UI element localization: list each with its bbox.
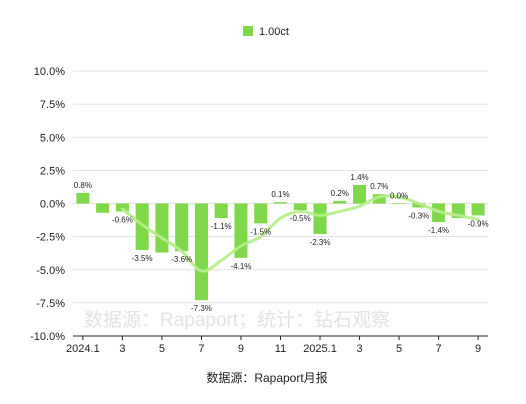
y-axis: 10.0% 7.5% 5.0% 2.5% 0.0% -2.5% -5.0% -7.5% -10.… (30, 66, 488, 343)
bar (353, 184, 367, 204)
data-label: -0.9% (468, 219, 489, 228)
y-tick-label: 0.0% (40, 199, 65, 211)
x-tick-label: 9 (238, 343, 244, 355)
bar (372, 194, 386, 204)
bar (392, 203, 406, 205)
watermark: 数据源：Rapaport；统计：钻石观察 (84, 309, 390, 331)
data-label: -3.5% (132, 254, 153, 263)
bar-series (76, 184, 485, 301)
bar (254, 203, 268, 224)
x-tick-label: 5 (159, 343, 165, 355)
legend-swatch (243, 26, 253, 36)
bar (135, 203, 149, 250)
legend: 1.00ct (243, 26, 289, 38)
bar (412, 203, 426, 208)
y-tick-label: 5.0% (40, 132, 65, 144)
bar (155, 203, 169, 253)
data-labels: 0.8% -0.6% -3.5% -3.6% -7.3% -1.1% -4.1% -1.5% 0… (74, 173, 489, 313)
y-tick-label: 2.5% (40, 165, 65, 177)
x-tick-label: 2025.1 (303, 343, 337, 355)
data-label: -7.3% (191, 304, 212, 313)
data-label: -3.6% (171, 255, 192, 264)
data-label: 1.4% (350, 173, 368, 182)
source-note: 数据源：Rapaport月报 (206, 370, 327, 385)
data-label: 0.7% (370, 182, 388, 191)
legend-label: 1.00ct (259, 26, 289, 38)
data-label: -2.3% (310, 238, 331, 247)
trend-series (120, 194, 480, 273)
x-tick-label: 3 (356, 343, 362, 355)
y-tick-label: -10.0% (30, 331, 65, 343)
x-tick-label: 2024.1 (66, 343, 100, 355)
data-label: 0.8% (74, 181, 92, 190)
x-tick-label: 7 (436, 343, 442, 355)
y-tick-label: -5.0% (36, 265, 65, 277)
y-tick-label: -2.5% (36, 232, 65, 244)
y-tick-label: 7.5% (40, 99, 65, 111)
x-tick-label: 11 (275, 343, 286, 355)
bar (175, 203, 189, 252)
data-label: -1.4% (428, 226, 449, 235)
bar (194, 203, 208, 301)
bar (273, 202, 288, 204)
trend-line (120, 194, 480, 273)
bar (214, 203, 228, 219)
data-label: 0.1% (271, 190, 289, 199)
data-label: 0.0% (390, 192, 408, 201)
y-tick-label: 10.0% (34, 66, 65, 78)
data-label: -1.5% (250, 227, 271, 236)
data-label: -0.5% (290, 214, 311, 223)
data-label: 0.2% (331, 189, 349, 198)
data-label: -0.6% (112, 215, 133, 224)
x-tick-label: 3 (119, 343, 125, 355)
bar (313, 203, 327, 234)
x-axis: 2024.1 3 5 7 9 11 2025.1 3 5 7 9 (66, 336, 481, 355)
bar (76, 192, 90, 204)
data-label: -0.3% (408, 211, 429, 220)
x-tick-label: 5 (396, 343, 402, 355)
y-tick-label: -7.5% (36, 298, 65, 310)
bar (96, 203, 110, 213)
bar (333, 200, 347, 204)
data-label: -1.1% (211, 222, 232, 231)
x-tick-label: 7 (198, 343, 204, 355)
bar (471, 203, 485, 216)
x-tick-label: 9 (475, 343, 481, 355)
bar (293, 203, 307, 211)
data-label: -4.1% (231, 262, 252, 271)
